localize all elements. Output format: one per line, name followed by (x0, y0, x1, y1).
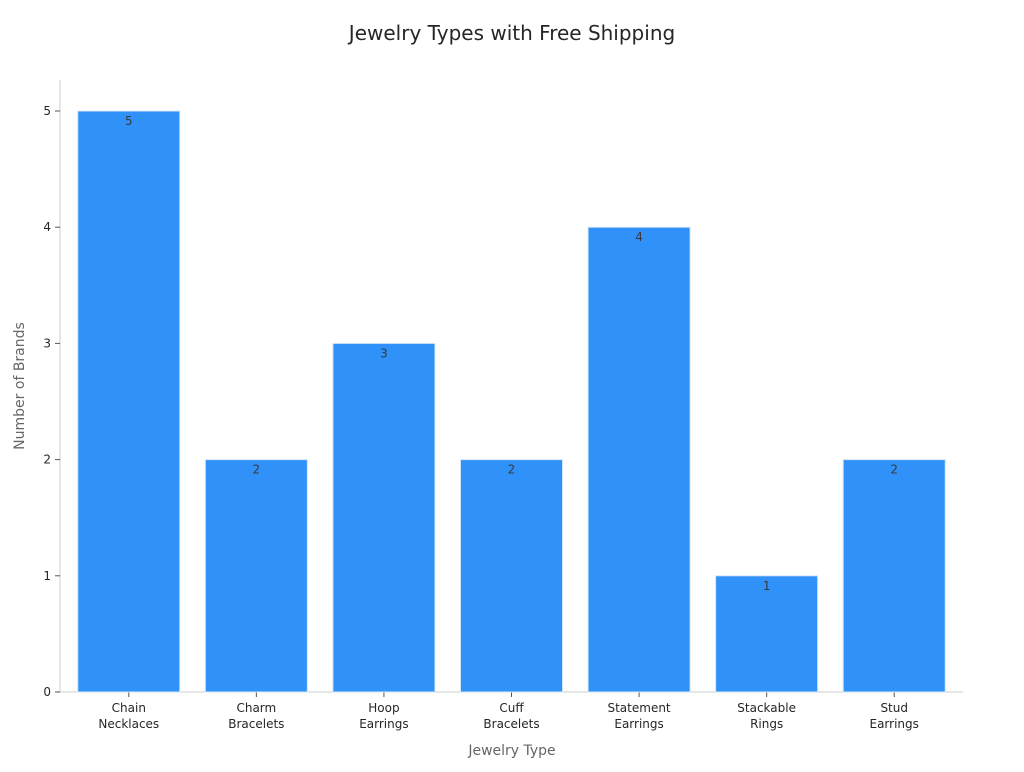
data-label: 5 (125, 114, 133, 128)
x-axis: Chain Necklaces Charm Bracelets Hoop Earrings… (60, 691, 963, 731)
x-tick-label: Cuff Bracelets (483, 701, 539, 731)
x-tick-label-line: Bracelets (483, 717, 539, 731)
x-axis-label: Jewelry Type (467, 743, 555, 759)
bar (715, 575, 819, 693)
x-tick-label-line: Stackable (737, 701, 796, 715)
x-tick-label-line: Rings (750, 717, 783, 731)
data-label: 1 (763, 579, 771, 593)
bar (204, 459, 308, 693)
y-axis-label: Number of Brands (12, 322, 28, 450)
data-label: 4 (635, 230, 643, 244)
x-tick-label: Hoop Earrings (359, 701, 408, 731)
x-tick-label-line: Chain (112, 701, 146, 715)
x-tick-label: Stackable Rings (737, 701, 796, 731)
x-tick-label-line: Statement (607, 701, 670, 715)
y-tick-label: 2 (43, 453, 51, 467)
x-tick-label-line: Charm (236, 701, 276, 715)
x-tick-label-line: Hoop (368, 701, 399, 715)
y-tick-label: 1 (43, 569, 51, 583)
x-tick-label-line: Stud (880, 701, 908, 715)
bar (842, 459, 946, 693)
x-tick-label: Stud Earrings (870, 701, 919, 731)
x-tick-label-line: Cuff (499, 701, 524, 715)
x-tick-label: Charm Bracelets (228, 701, 284, 731)
x-tick-label-line: Earrings (359, 717, 408, 731)
x-tick-label-line: Earrings (614, 717, 663, 731)
data-label: 2 (508, 463, 516, 477)
chart-title: Jewelry Types with Free Shipping (347, 21, 675, 45)
y-tick-label: 4 (43, 220, 51, 234)
bar (77, 110, 181, 693)
data-label: 3 (380, 346, 388, 360)
x-tick-label: Statement Earrings (607, 701, 670, 731)
y-tick-label: 0 (43, 685, 51, 699)
bar (587, 226, 691, 693)
x-tick-label: Chain Necklaces (98, 701, 159, 731)
y-axis: 0 1 2 3 4 5 (43, 80, 61, 699)
x-tick-label-line: Bracelets (228, 717, 284, 731)
data-labels-group: 5 2 3 2 4 1 2 (125, 114, 898, 593)
y-tick-label: 3 (43, 336, 51, 350)
bars-group (77, 110, 946, 693)
y-tick-label: 5 (43, 104, 51, 118)
data-label: 2 (253, 463, 261, 477)
bar (332, 342, 436, 693)
data-label: 2 (890, 463, 898, 477)
x-tick-label-line: Necklaces (98, 717, 159, 731)
bar (459, 459, 564, 693)
x-tick-label-line: Earrings (870, 717, 919, 731)
